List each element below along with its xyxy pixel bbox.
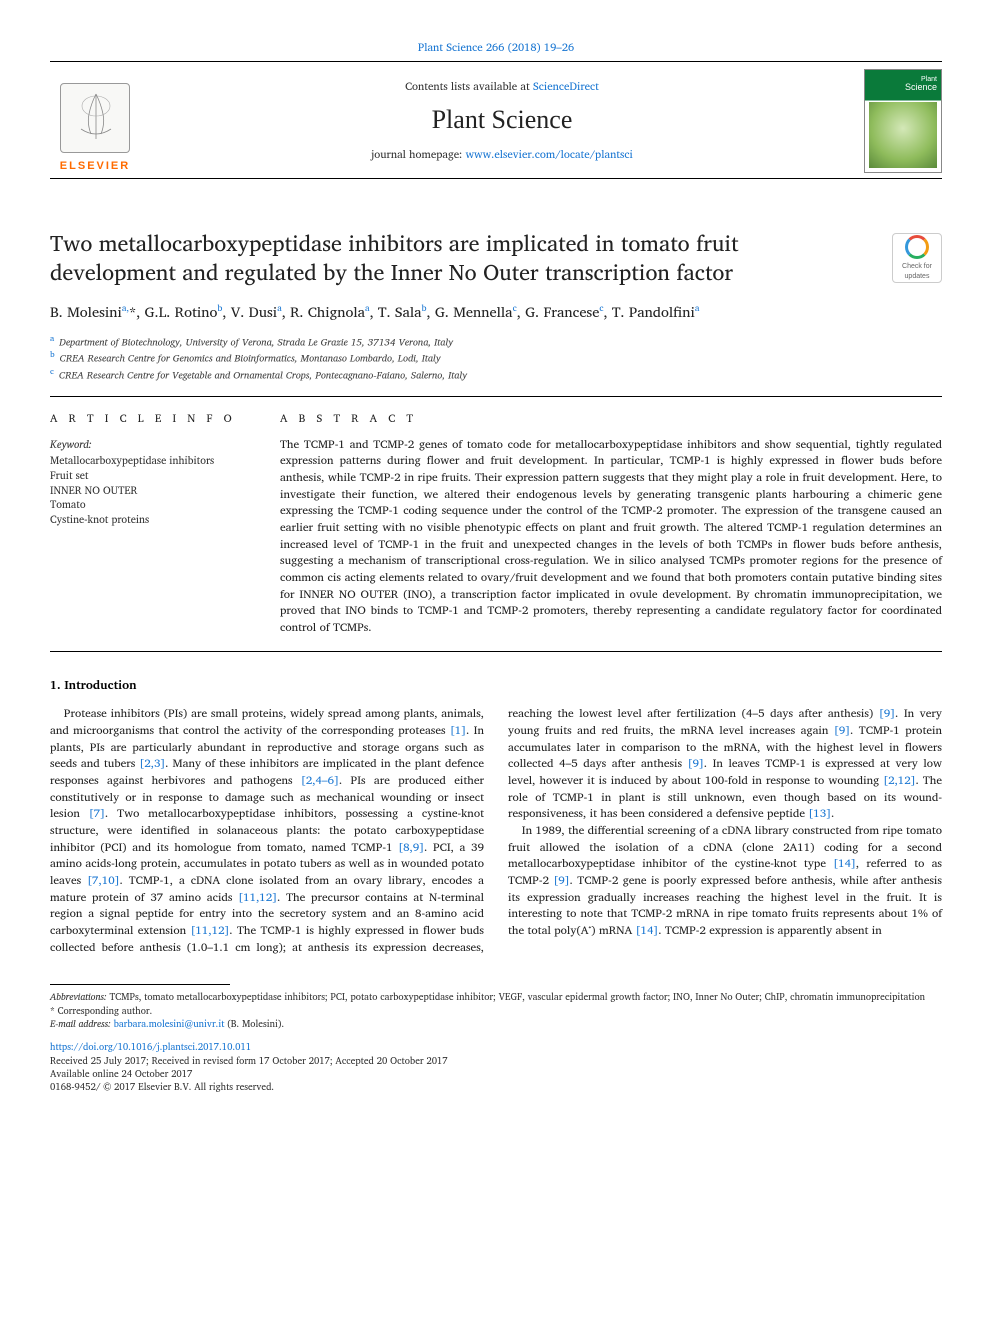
publisher-logo: ELSEVIER bbox=[50, 62, 140, 178]
elsevier-tree-icon bbox=[60, 83, 130, 153]
abstract-heading: A B S T R A C T bbox=[280, 411, 942, 426]
keywords-label: Keyword: bbox=[50, 437, 250, 452]
intro-heading: 1. Introduction bbox=[50, 678, 942, 695]
footnotes: Abbreviations: TCMPs, tomato metallocarb… bbox=[50, 991, 942, 1031]
homepage-line: journal homepage: www.elsevier.com/locat… bbox=[140, 147, 864, 162]
branding-header: ELSEVIER Contents lists available at Sci… bbox=[50, 61, 942, 179]
ref-link[interactable]: [11,12] bbox=[191, 921, 230, 940]
email-line: E-mail address: barbara.molesini@univr.i… bbox=[50, 1018, 942, 1031]
homepage-prefix: journal homepage: bbox=[371, 145, 465, 163]
cover-image bbox=[869, 102, 937, 168]
authors-line: B. Molesinia,*, G.L. Rotinob, V. Dusia, … bbox=[50, 301, 942, 324]
doi-block: https://doi.org/10.1016/j.plantsci.2017.… bbox=[50, 1041, 942, 1094]
ref-link[interactable]: [2,12] bbox=[883, 771, 915, 790]
branding-center: Contents lists available at ScienceDirec… bbox=[140, 62, 864, 178]
ref-link[interactable]: [7,10] bbox=[87, 871, 119, 890]
divider bbox=[50, 651, 942, 652]
ref-link[interactable]: [9] bbox=[688, 754, 704, 773]
email-link[interactable]: barbara.molesini@univr.it bbox=[114, 1017, 225, 1032]
journal-cover: Plant Science bbox=[864, 69, 942, 173]
article-info-heading: A R T I C L E I N F O bbox=[50, 411, 250, 426]
ref-link[interactable]: [1] bbox=[450, 721, 466, 740]
contents-line: Contents lists available at ScienceDirec… bbox=[140, 79, 864, 94]
ref-link[interactable]: [9] bbox=[834, 721, 850, 740]
keywords-list: Metallocarboxypeptidase inhibitorsFruit … bbox=[50, 453, 250, 526]
crossmark-badge[interactable]: Check for updates bbox=[892, 233, 942, 283]
contents-prefix: Contents lists available at bbox=[405, 77, 533, 95]
abstract-text: The TCMP-1 and TCMP-2 genes of tomato co… bbox=[280, 437, 942, 637]
ref-link[interactable]: [9] bbox=[879, 704, 895, 723]
cover-title: Plant Science bbox=[905, 74, 937, 92]
ref-link[interactable]: [2,3] bbox=[139, 754, 165, 773]
crossmark-icon bbox=[905, 235, 929, 259]
email-label: E-mail address: bbox=[50, 1017, 114, 1032]
affiliations: a Department of Biotechnology, Universit… bbox=[50, 333, 942, 382]
journal-name: Plant Science bbox=[140, 102, 864, 138]
crossmark-text-2: updates bbox=[905, 272, 930, 282]
homepage-link[interactable]: www.elsevier.com/locate/plantsci bbox=[465, 145, 632, 163]
divider bbox=[50, 396, 942, 397]
ref-link[interactable]: [2,4–6] bbox=[301, 771, 339, 790]
corresponding-author: * Corresponding author. bbox=[50, 1005, 942, 1018]
ref-link[interactable]: [14] bbox=[833, 854, 856, 873]
abbr-text: TCMPs, tomato metallocarboxypeptidase in… bbox=[107, 990, 925, 1005]
ref-link[interactable]: [8,9] bbox=[398, 838, 424, 857]
sciencedirect-link[interactable]: ScienceDirect bbox=[533, 77, 599, 95]
citation-link[interactable]: Plant Science 266 (2018) 19–26 bbox=[418, 38, 574, 56]
abbreviations-line: Abbreviations: TCMPs, tomato metallocarb… bbox=[50, 991, 942, 1004]
article-title: Two metallocarboxypeptidase inhibitors a… bbox=[50, 229, 942, 286]
copyright-line: 0168-9452/ © 2017 Elsevier B.V. All righ… bbox=[50, 1081, 942, 1094]
ref-link[interactable]: [11,12] bbox=[238, 888, 277, 907]
publisher-name: ELSEVIER bbox=[60, 159, 130, 174]
ref-link[interactable]: [7] bbox=[89, 804, 105, 823]
ref-link[interactable]: [14] bbox=[636, 921, 659, 940]
crossmark-text-1: Check for bbox=[902, 262, 932, 272]
abstract-column: A B S T R A C T The TCMP-1 and TCMP-2 ge… bbox=[280, 411, 942, 636]
body-text: Protease inhibitors (PIs) are small prot… bbox=[50, 706, 942, 956]
ref-link[interactable]: [9] bbox=[553, 871, 569, 890]
footnote-rule bbox=[50, 984, 230, 985]
received-line: Received 25 July 2017; Received in revis… bbox=[50, 1055, 942, 1068]
available-line: Available online 24 October 2017 bbox=[50, 1068, 942, 1081]
article-info-column: A R T I C L E I N F O Keyword: Metalloca… bbox=[50, 411, 250, 636]
email-name: (B. Molesini). bbox=[224, 1017, 284, 1032]
citation-line: Plant Science 266 (2018) 19–26 bbox=[50, 40, 942, 55]
